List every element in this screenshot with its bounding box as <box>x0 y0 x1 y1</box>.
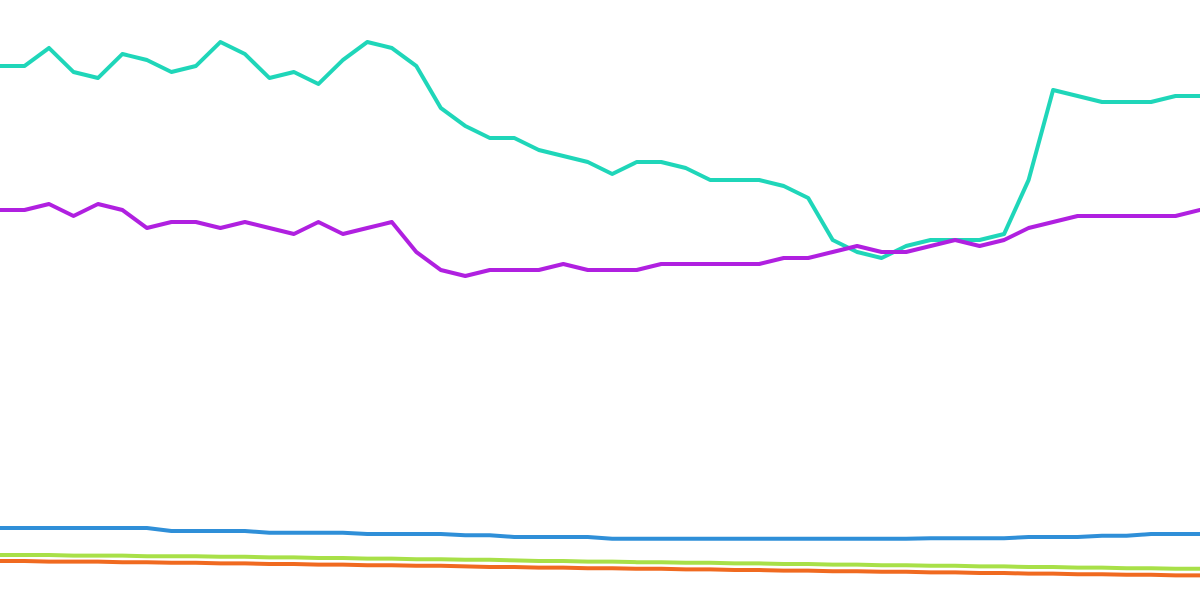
series-purple <box>0 204 1200 276</box>
line-chart <box>0 0 1200 600</box>
series-blue <box>0 528 1200 539</box>
series-teal <box>0 42 1200 258</box>
